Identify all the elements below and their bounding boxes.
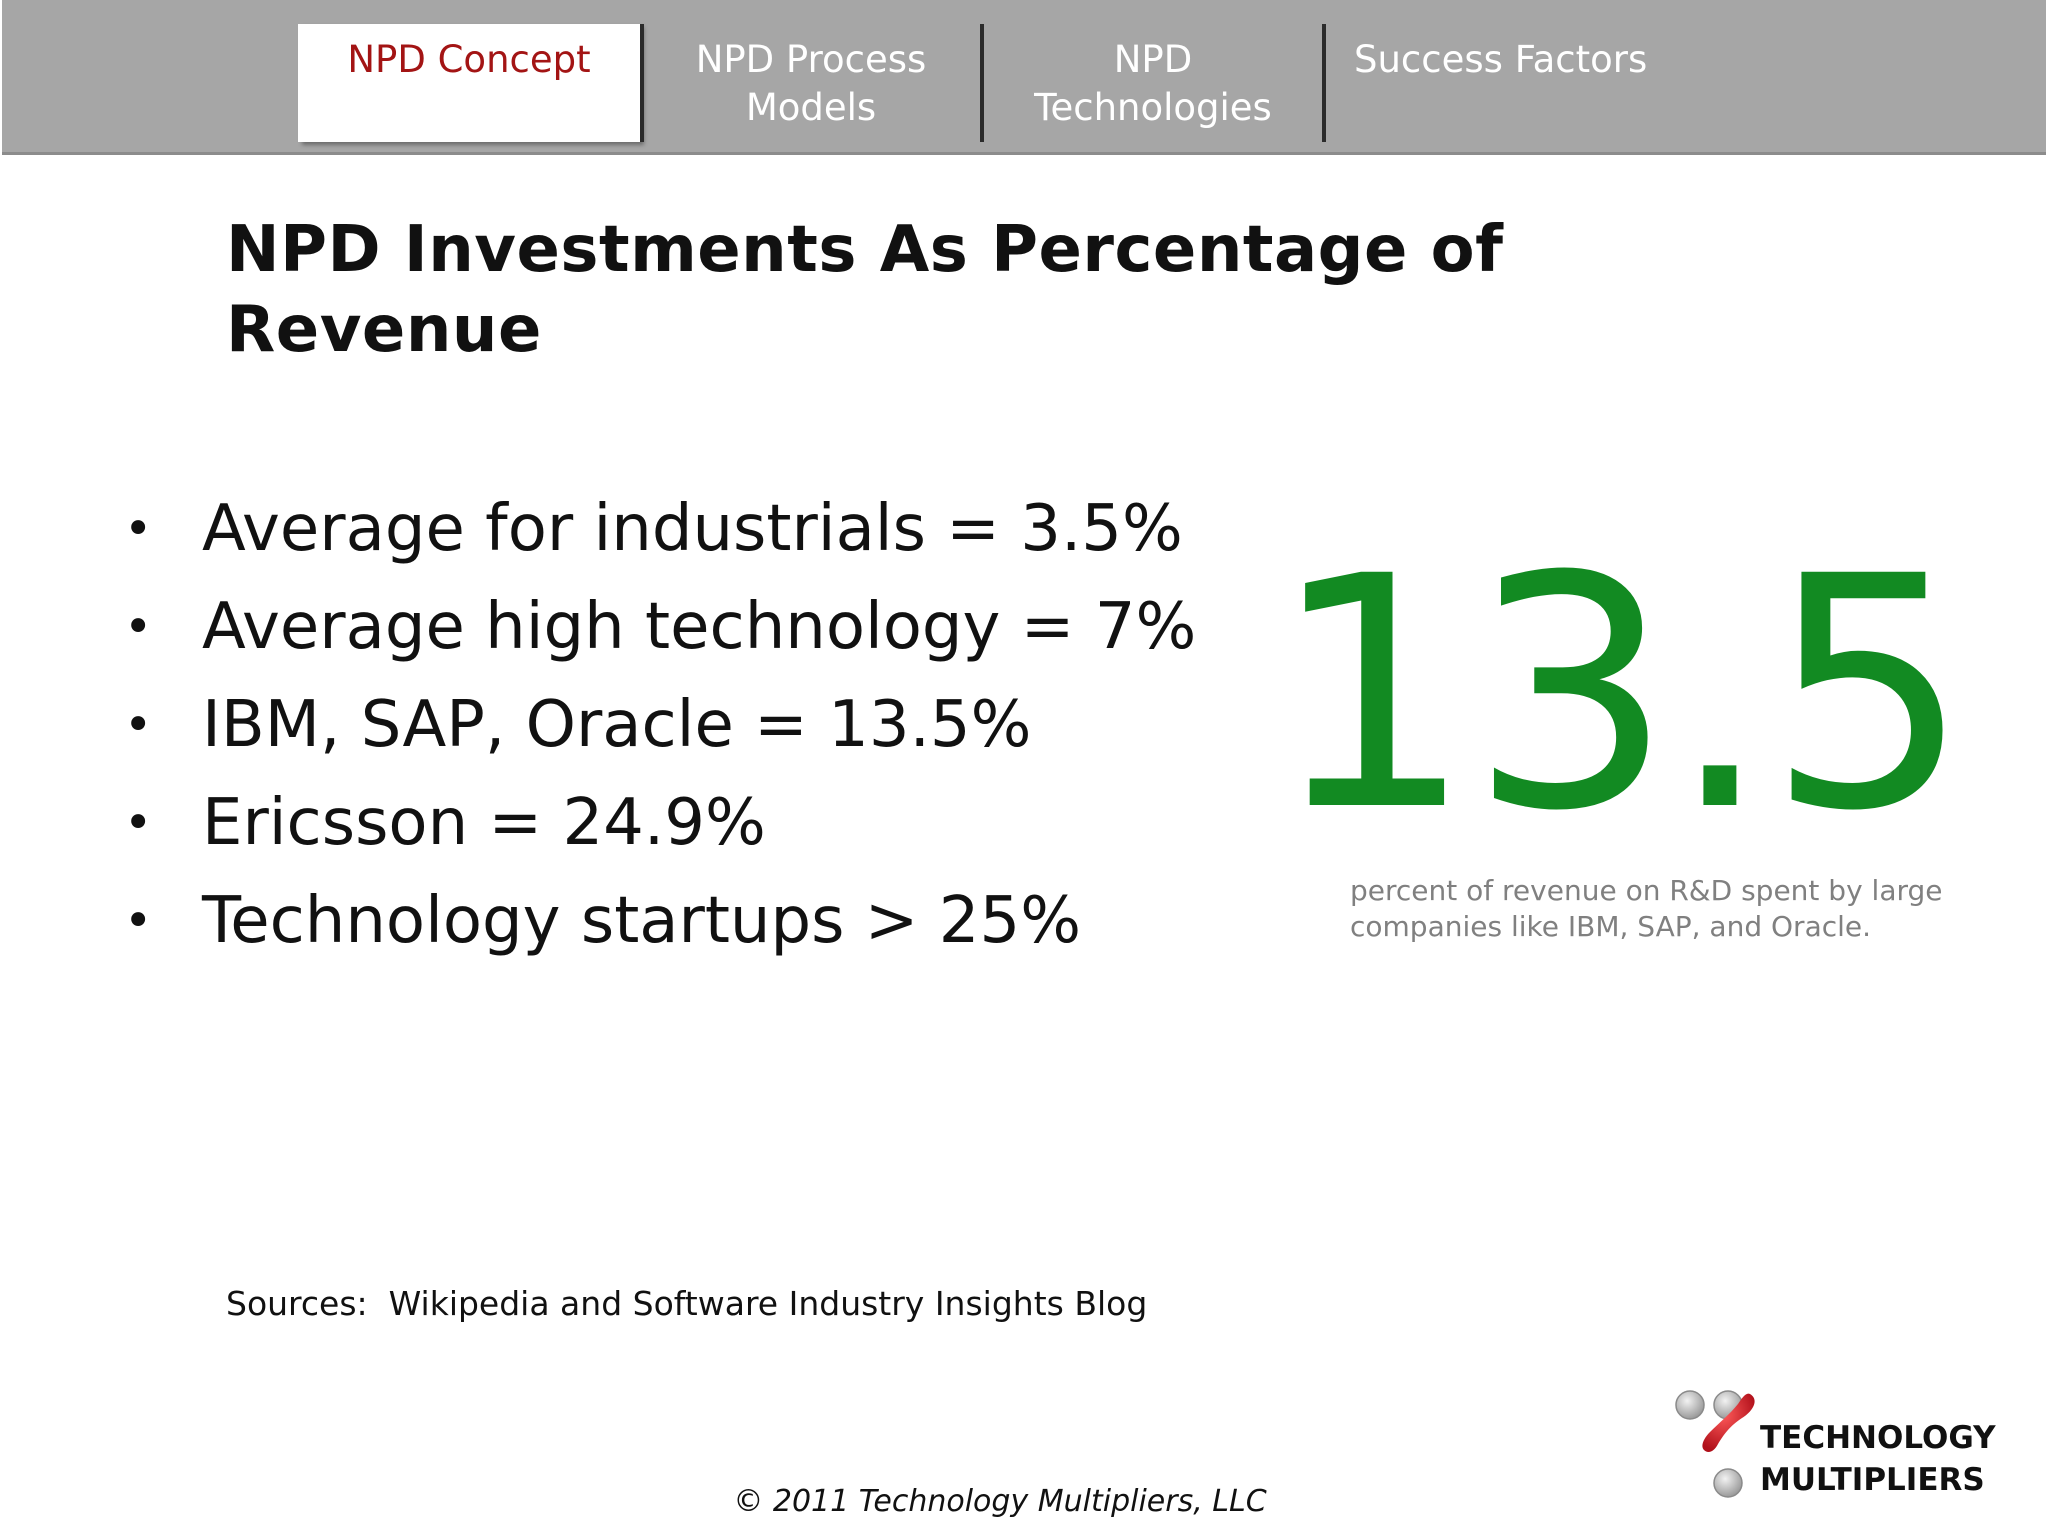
tab-label-line: NPD Concept: [347, 38, 591, 81]
tab-label-line: Success Factors: [1354, 38, 1648, 81]
stat-caption: percent of revenue on R&D spent by large…: [1350, 873, 1950, 945]
company-logo: TECHNOLOGY MULTIPLIERS: [1668, 1382, 2008, 1502]
tab-divider: [1322, 24, 1326, 142]
bullet-text: Average for industrials = 3.5%: [202, 492, 1183, 566]
logo-mark-icon: [1675, 1390, 1755, 1498]
nav-bar: NPD Concept NPD Process Models NPD Techn…: [2, 0, 2046, 155]
tab-success-factors[interactable]: Success Factors: [1324, 24, 1664, 142]
big-stat-value: 13.5: [1270, 509, 1971, 881]
bullet-item: • Ericsson = 24.9%: [118, 774, 1218, 872]
logo-text-line: TECHNOLOGY: [1760, 1420, 1996, 1456]
bullet-icon: •: [124, 599, 153, 655]
tab-label-line: Technologies: [1034, 86, 1272, 129]
bullet-text: Average high technology = 7%: [202, 590, 1197, 664]
tab-npd-concept[interactable]: NPD Concept: [298, 24, 640, 142]
bullet-text: IBM, SAP, Oracle = 13.5%: [202, 688, 1032, 762]
copyright-footer: © 2011 Technology Multipliers, LLC: [733, 1484, 1267, 1519]
bullet-icon: •: [124, 501, 153, 557]
bullet-item: • Average for industrials = 3.5%: [118, 480, 1218, 578]
sources-note: Sources: Wikipedia and Software Industry…: [226, 1284, 1148, 1323]
bullet-icon: •: [124, 697, 153, 753]
stat-caption-line: percent of revenue on R&D spent by large: [1350, 874, 1943, 907]
bullet-icon: •: [124, 795, 153, 851]
bullet-text: Ericsson = 24.9%: [202, 786, 766, 860]
bullet-text: Technology startups > 25%: [202, 884, 1081, 958]
tab-divider: [640, 24, 644, 142]
bullet-icon: •: [124, 893, 153, 949]
bullet-list: • Average for industrials = 3.5% • Avera…: [118, 480, 1218, 970]
tab-label-line: Models: [745, 86, 877, 129]
logo-text-line: MULTIPLIERS: [1760, 1462, 1985, 1498]
tab-divider: [980, 24, 984, 142]
tab-label-line: NPD: [1113, 38, 1193, 81]
stat-caption-line: companies like IBM, SAP, and Oracle.: [1350, 910, 1872, 943]
bullet-item: • Average high technology = 7%: [118, 578, 1218, 676]
bullet-item: • Technology startups > 25%: [118, 872, 1218, 970]
bullet-item: • IBM, SAP, Oracle = 13.5%: [118, 676, 1218, 774]
tab-npd-technologies[interactable]: NPD Technologies: [984, 24, 1322, 142]
slide-title: NPD Investments As Percentage of Revenue: [226, 213, 1504, 367]
tab-label-line: NPD Process: [695, 38, 927, 81]
tab-npd-process-models[interactable]: NPD Process Models: [642, 24, 980, 142]
